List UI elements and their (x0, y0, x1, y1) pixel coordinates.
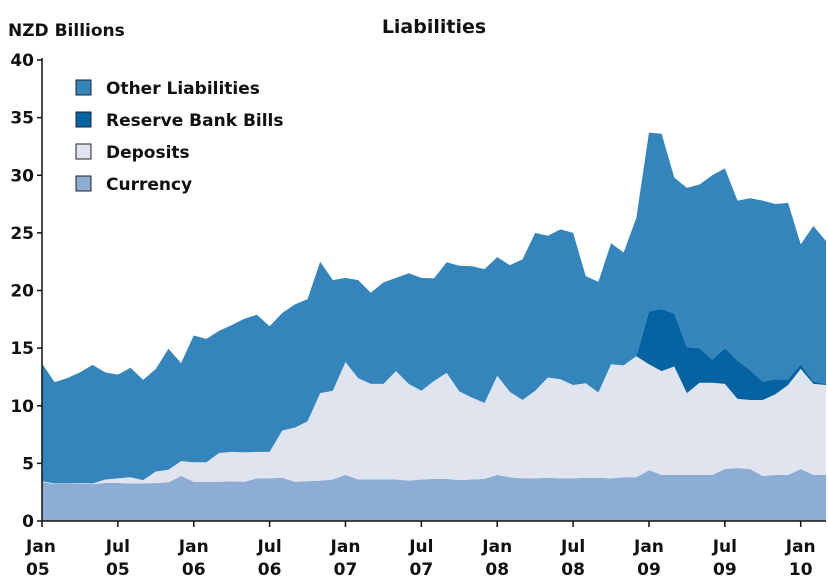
area-other-liabilities (42, 132, 826, 484)
legend-swatch-reserve-bank-bills (75, 111, 92, 128)
x-tick-month-label: Jul (408, 537, 433, 557)
y-tick-label: 30 (10, 166, 34, 186)
x-tick-month-label: Jan (330, 537, 361, 557)
area-deposits (42, 356, 826, 485)
y-tick-label: 10 (10, 397, 34, 417)
y-tick-label: 0 (22, 512, 34, 532)
chart-title: Liabilities (382, 16, 486, 38)
x-tick-year-label: 08 (561, 560, 585, 579)
x-tick-month-label: Jan (785, 537, 816, 557)
y-tick-label: 35 (10, 109, 34, 129)
legend-label-currency: Currency (106, 175, 192, 195)
legend-swatch-other-liabilities (75, 79, 92, 96)
x-tick-month-label: Jul (712, 537, 737, 557)
x-tick-month-label: Jul (560, 537, 585, 557)
x-tick-month-label: Jul (105, 537, 130, 557)
x-tick-year-label: 09 (713, 560, 737, 579)
y-tick-label: 5 (22, 454, 34, 474)
x-tick-year-label: 06 (258, 560, 282, 579)
legend-label-deposits: Deposits (106, 143, 190, 163)
x-tick-year-label: 08 (485, 560, 509, 579)
legend-label-reserve-bank-bills: Reserve Bank Bills (106, 111, 284, 131)
y-tick-label: 20 (10, 282, 34, 302)
legend-label-other-liabilities: Other Liabilities (106, 79, 260, 99)
y-axis-unit-label: NZD Billions (8, 21, 125, 41)
x-tick-year-label: 05 (106, 560, 130, 579)
x-tick-year-label: 09 (637, 560, 661, 579)
x-tick-month-label: Jan (481, 537, 512, 557)
x-tick-month-label: Jul (256, 537, 281, 557)
stacked-areas (42, 132, 826, 521)
x-tick-year-label: 10 (789, 560, 813, 579)
legend-swatch-deposits (75, 143, 92, 160)
x-tick-month-label: Jan (25, 537, 56, 557)
x-tick-year-label: 06 (182, 560, 206, 579)
x-tick-month-label: Jan (633, 537, 664, 557)
x-tick-month-label: Jan (178, 537, 209, 557)
legend-swatch-currency (75, 175, 92, 192)
x-tick-year-label: 05 (26, 560, 50, 579)
y-tick-label: 40 (10, 51, 34, 71)
x-tick-year-label: 07 (410, 560, 434, 579)
y-tick-label: 15 (10, 339, 34, 359)
x-tick-year-label: 07 (334, 560, 358, 579)
area-currency (42, 467, 826, 521)
legend: Other Liabilities Reserve Bank Bills Depos… (75, 79, 284, 195)
y-tick-label: 25 (10, 224, 34, 244)
axes: 0510152025303540Jan05Jul05Jan06Jul06Jan0… (10, 51, 826, 579)
